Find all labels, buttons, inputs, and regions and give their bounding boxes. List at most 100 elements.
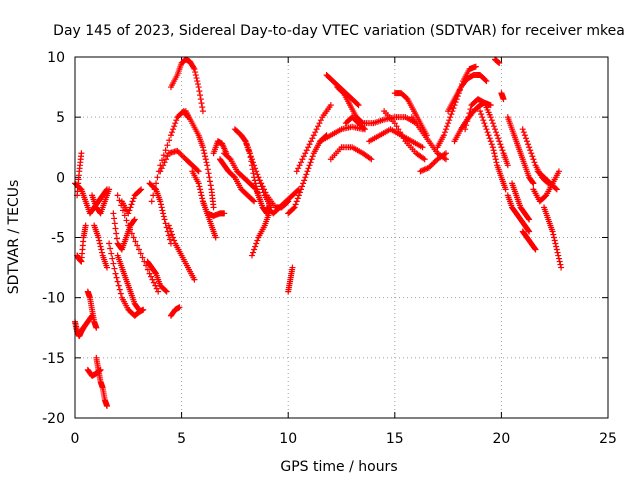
data-point	[450, 105, 457, 112]
data-point	[207, 178, 214, 185]
data-point	[252, 165, 259, 172]
data-point	[307, 159, 314, 166]
x-tick-label: 10	[279, 431, 297, 447]
data-point	[111, 265, 118, 272]
data-point	[206, 174, 213, 181]
data-point	[131, 216, 138, 223]
data-point	[210, 204, 217, 211]
series-trace-48	[445, 72, 490, 115]
data-point	[165, 222, 172, 229]
data-point	[368, 156, 375, 163]
data-point	[197, 189, 204, 196]
data-point	[310, 132, 317, 139]
data-point	[487, 138, 494, 145]
data-point	[477, 108, 484, 115]
data-point	[137, 187, 144, 194]
data-point	[199, 144, 206, 151]
data-point	[190, 64, 197, 71]
x-tick-label: 0	[71, 431, 80, 447]
data-point	[207, 182, 214, 189]
data-point	[360, 125, 367, 132]
series-trace-08	[89, 186, 113, 217]
data-point	[153, 285, 160, 292]
data-point	[481, 120, 488, 127]
data-point	[489, 144, 496, 151]
data-point	[128, 201, 135, 208]
data-point	[496, 60, 503, 67]
series-trace-50	[462, 96, 511, 169]
data-point	[555, 252, 562, 259]
data-point	[300, 180, 307, 187]
data-point	[162, 156, 169, 163]
data-point	[194, 81, 201, 88]
data-point	[160, 162, 167, 169]
data-point	[259, 183, 266, 190]
data-point	[398, 132, 405, 139]
data-point	[552, 185, 559, 192]
data-point	[403, 95, 410, 102]
data-point	[553, 246, 560, 253]
series-trace-09	[91, 222, 110, 271]
data-point	[78, 150, 85, 157]
data-point	[167, 228, 174, 235]
data-point	[106, 186, 113, 193]
series-trace-26	[216, 156, 258, 205]
data-point	[521, 132, 528, 139]
series-trace-56	[504, 192, 533, 235]
data-point	[556, 258, 563, 265]
data-point	[299, 183, 306, 190]
data-point	[309, 135, 316, 142]
data-point	[125, 210, 132, 217]
data-point	[151, 186, 158, 193]
data-point	[447, 114, 454, 121]
data-point	[174, 147, 181, 154]
data-point	[519, 126, 526, 133]
data-point	[327, 102, 334, 109]
data-point	[532, 246, 539, 253]
data-point	[160, 210, 167, 217]
data-point	[159, 207, 166, 214]
data-point	[203, 159, 210, 166]
y-tick-label: -5	[51, 231, 65, 247]
data-point	[555, 168, 562, 175]
series-trace-38	[327, 144, 375, 163]
data-point	[296, 162, 303, 169]
data-point	[110, 260, 117, 267]
series-trace-32	[263, 186, 302, 217]
data-point	[526, 144, 533, 151]
series-trace-30	[248, 210, 273, 259]
data-point	[112, 270, 119, 277]
data-point	[492, 126, 499, 133]
series-trace-45	[408, 114, 449, 163]
data-point	[490, 147, 497, 154]
data-point	[317, 117, 324, 124]
data-point	[295, 192, 302, 199]
data-point	[169, 129, 176, 136]
series-trace-61	[541, 204, 565, 271]
data-point	[305, 165, 312, 172]
data-point	[169, 231, 176, 238]
data-point	[173, 117, 180, 124]
series-trace-07	[93, 354, 110, 409]
axis-ticks: 0 5 10 15 20 25 -20 -15 -10 -5 0 5 10	[42, 50, 617, 447]
data-point	[103, 402, 110, 409]
data-point	[296, 189, 303, 196]
data-point	[542, 193, 549, 200]
data-point	[82, 222, 89, 229]
data-point	[302, 150, 309, 157]
data-point	[256, 177, 263, 184]
data-point	[445, 120, 452, 127]
data-point	[205, 170, 212, 177]
x-tick-label: 5	[177, 431, 186, 447]
data-point	[248, 156, 255, 163]
data-point	[200, 147, 207, 154]
data-point	[252, 185, 259, 192]
data-point	[550, 234, 557, 241]
data-point	[419, 144, 426, 151]
series-trace-05	[84, 288, 100, 331]
data-point	[482, 77, 489, 84]
data-point	[557, 261, 564, 268]
data-point	[302, 174, 309, 181]
data-point	[192, 72, 199, 79]
